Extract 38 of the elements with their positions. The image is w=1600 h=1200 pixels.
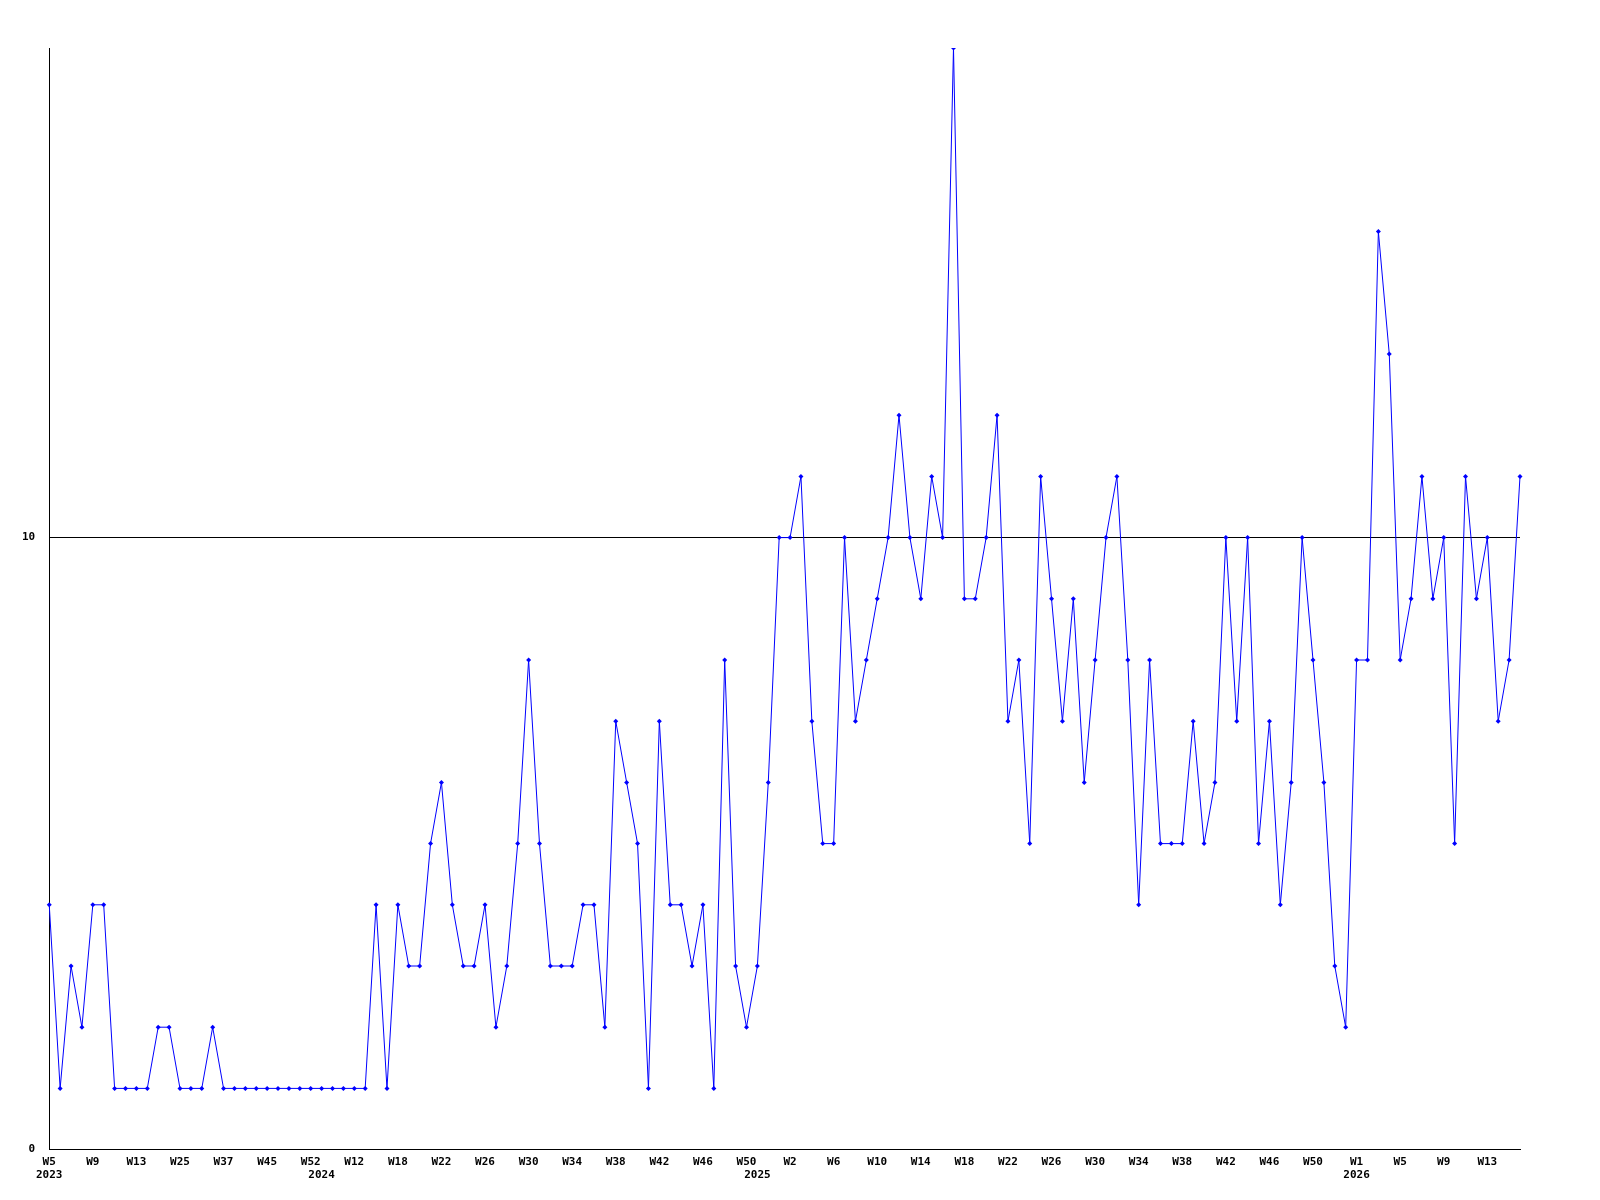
x-tick-label: W38: [1172, 1155, 1193, 1169]
x-tick-label: 2024: [308, 1168, 336, 1182]
x-tick-label: W9: [1437, 1155, 1451, 1169]
x-tick-label: W2: [783, 1155, 797, 1169]
x-tick-label: W42: [649, 1155, 670, 1169]
x-tick-label: W22: [998, 1155, 1018, 1169]
x-tick-label: W50: [736, 1155, 757, 1169]
x-tick-label: W30: [518, 1155, 539, 1169]
x-tick-label: W14: [910, 1155, 932, 1169]
x-tick-label: W6: [827, 1155, 841, 1169]
x-tick-label: 2025: [744, 1168, 771, 1182]
x-tick-label: W5: [1393, 1155, 1407, 1169]
x-tick-label: W45: [257, 1155, 278, 1169]
y-tick-label: 10: [22, 530, 36, 544]
x-tick-label: W26: [475, 1155, 496, 1169]
x-tick-label: W25: [170, 1155, 190, 1169]
x-tick-label: W22: [431, 1155, 452, 1169]
x-tick-label: W12: [344, 1155, 365, 1169]
x-tick-label: W13: [1477, 1155, 1498, 1169]
x-tick-label: W18: [954, 1155, 975, 1169]
x-tick-label: W1 2026: [1343, 1155, 1371, 1182]
x-tick-label: W37: [213, 1155, 234, 1169]
x-tick-label: W50: [1303, 1155, 1323, 1169]
x-tick-label: W52: [300, 1155, 321, 1169]
y-tick-label: 0: [28, 1142, 36, 1156]
x-tick-label: W46: [692, 1155, 714, 1169]
x-tick-label: W26: [1041, 1155, 1062, 1169]
x-tick-label: W46: [1259, 1155, 1280, 1169]
x-tick-label: W10: [867, 1155, 888, 1169]
x-tick-label: W34: [562, 1155, 583, 1169]
x-tick-label: W18: [387, 1155, 408, 1169]
x-tick-label: W34: [1128, 1155, 1149, 1169]
x-tick-label: W13: [126, 1155, 147, 1169]
x-tick-label: W5 2023: [36, 1155, 63, 1182]
x-tick-label: W38: [605, 1155, 626, 1169]
x-tick-label: W42: [1215, 1155, 1236, 1169]
x-tick-label: W9: [86, 1155, 100, 1169]
x-tick-label: W30: [1085, 1155, 1106, 1169]
